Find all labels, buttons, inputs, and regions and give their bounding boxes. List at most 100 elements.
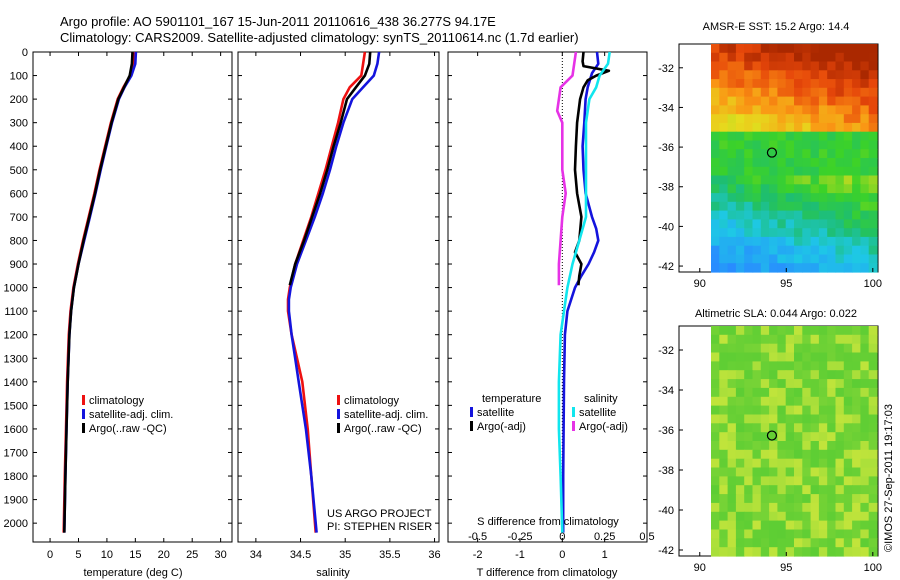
sst-map-cell [810,114,820,124]
sst-map-cell [785,201,795,212]
sst-map-cell [827,166,837,177]
sla-map-cell [868,387,878,398]
sla-map-cell [827,405,837,415]
sst-map-cell [802,236,812,247]
sla-map-cell [843,361,853,371]
sla-map-cell [752,405,762,415]
sst-map-cell [843,228,853,238]
sla-map-cell [818,423,828,433]
sla-map-cell [843,485,853,495]
sst-map-cell [802,158,812,168]
sst-map-cell [785,70,795,80]
sst-map-cell [769,79,778,89]
sst-map-cell [719,52,729,63]
sla-map-cell [802,343,812,354]
sla-map-cell [852,343,861,354]
sst-map-cell [735,219,745,229]
sla-map-cell [769,432,778,442]
salinity-legend-swatch [337,395,340,405]
sst-map-cell [760,175,770,185]
sst-map-cell [735,140,745,150]
sla-map-cell [852,547,861,557]
sla-map-cell [752,449,762,460]
sla-map-cell [744,361,754,371]
sla-map-cell [727,547,737,557]
sst-map-cell [719,158,729,168]
sst-map-cell [802,140,812,150]
sst-map-cell [835,158,845,168]
sst-map-cell [802,149,812,159]
sst-map-cell [744,210,754,220]
sst-map-cell [752,201,762,212]
sla-map-cell [802,423,812,433]
sla-map-cell [711,529,720,539]
sla-map-cell [860,423,870,433]
sst-map-cell [711,87,720,98]
sst-map-cell [835,219,845,229]
sla-map-cell [727,405,737,415]
sst-map-cell [719,228,729,238]
sst-map-cell [794,166,803,177]
sst-map-cell [794,158,803,168]
difference-legend-salinity-swatch [572,421,575,431]
sla-map-cell [769,476,778,486]
sst-map-cell [735,87,745,98]
sla-map-cell [835,467,845,477]
sst-map-cell [802,201,812,212]
sla-map-cell [843,467,853,477]
temperature-ytick-label: 1600 [4,424,28,436]
sla-map-cell [802,494,812,504]
sst-map-cell [810,193,820,203]
sla-map-cell [719,511,729,522]
sla-map-cell [735,520,745,530]
sla-map-cell [785,494,795,504]
sst-map-cell [810,44,820,54]
sst-map-cell [843,52,853,63]
sst-map-cell [843,79,853,89]
sst-map-cell [868,184,878,194]
sst-map-cell [860,131,870,142]
sst-map-cell [843,61,853,71]
sla-map-cell [777,396,787,407]
sst-map-cell [810,254,820,264]
sst-map-cell [794,44,803,54]
sst-map-cell [843,96,853,106]
sst-map-cell [744,70,754,80]
sla-map-cell [868,432,878,442]
sla-map-cell [860,520,870,530]
sst-map-cell [711,158,720,168]
sla-map-cell [818,334,828,345]
sla-map-cell [802,379,812,389]
sst-map-cell [711,96,720,106]
sla-map-cell [735,449,745,460]
sst-map-cell [827,149,837,159]
sla-map-cell [760,414,770,424]
sla-map-cell [769,449,778,460]
sst-map-cell [860,166,870,177]
sla-map-cell [744,441,754,451]
sla-map-cell [719,520,729,530]
sst-map-cell [719,140,729,150]
sla-map-cell [843,538,853,548]
sst-map-cell [752,254,762,264]
sla-map-cell [769,529,778,539]
sla-map-cell [744,370,754,380]
sla-map-cell [868,502,878,513]
sst-map-cell [860,210,870,220]
sla-map-cell [785,414,795,424]
sst-map-cell [785,96,795,106]
sla-map-cell [827,414,837,424]
sst-map-cell [735,70,745,80]
sst-map-cell [810,87,820,98]
sst-map-cell [777,44,787,54]
sla-map-cell [794,326,803,336]
sst-map-cell [852,44,861,54]
sla-map-cell [868,396,878,407]
sst-map-cell [852,254,861,264]
sla-map-cell [735,511,745,522]
sla-map-cell [860,547,870,557]
sst-map-cell [868,61,878,71]
sst-map-ytick-label: -34 [658,102,674,114]
sla-map-cell [860,379,870,389]
sst-map-cell [794,52,803,63]
